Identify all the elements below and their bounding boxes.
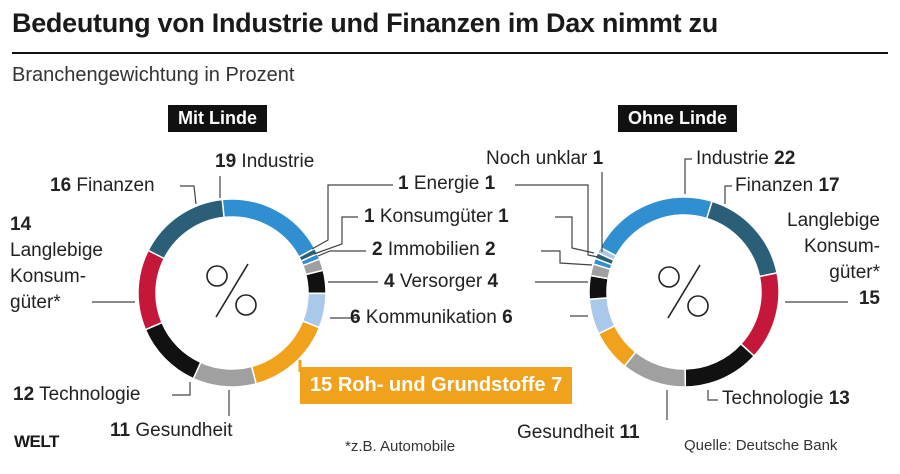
label-right-langlebige: Langlebige Konsum-güter* 15 xyxy=(787,210,880,309)
ohne-linde-slice-gesundheit xyxy=(623,350,687,388)
leader-line xyxy=(515,184,599,258)
chart-title: Bedeutung von Industrie und Finanzen im … xyxy=(12,8,718,38)
percent-icons xyxy=(206,263,709,319)
leader-line xyxy=(707,390,718,401)
mit-linde-slice-technologie xyxy=(144,321,202,380)
label-roh-grundstoffe: 15 Roh- und Grundstoffe 7 xyxy=(300,367,573,404)
label-versorger: 4 Versorger 4 xyxy=(384,271,499,292)
ohne-linde-slice-kommunikation xyxy=(588,297,616,335)
leader-line xyxy=(724,185,732,204)
leader-line xyxy=(172,382,191,396)
label-energie: 1 Energie 1 xyxy=(398,173,496,194)
ohne-linde-slice-versorger xyxy=(588,274,610,301)
percent-icon-left xyxy=(206,263,257,318)
leader-line xyxy=(317,250,366,257)
leader-line xyxy=(180,185,197,205)
ohne-linde-slice-langlebige-konsumgüter- xyxy=(739,272,780,358)
mit-linde-slice-versorger xyxy=(304,269,327,295)
leader-line xyxy=(555,216,595,254)
label-left-finanzen: 16 Finanzen xyxy=(50,175,155,196)
leader-line xyxy=(311,184,393,250)
tag-ohne-linde: Ohne Linde xyxy=(618,105,737,132)
label-right-gesundheit: Gesundheit 11 xyxy=(517,422,640,443)
label-immobilien: 2 Immobilien 2 xyxy=(372,239,496,260)
label-left-langlebige: 14 Langlebige Konsum-güter* xyxy=(10,214,103,313)
mit-linde-slice-langlebige-konsumgüter- xyxy=(137,249,166,331)
mit-linde-slice-industrie xyxy=(221,198,316,259)
footnote: *z.B. Automobile xyxy=(345,438,456,455)
ohne-linde-slice-industrie xyxy=(599,196,714,257)
leader-line xyxy=(313,216,358,255)
welt-logo: WELT xyxy=(14,432,59,451)
ohne-linde-slice-finanzen xyxy=(705,200,778,278)
label-left-technologie: 12 Technologie xyxy=(13,384,141,405)
title-rule xyxy=(12,52,888,54)
mit-linde-slice-finanzen xyxy=(147,198,225,260)
percent-icon-right xyxy=(658,264,709,319)
label-right-noch-unklar: Noch unklar 1 xyxy=(486,148,604,169)
source: Quelle: Deutsche Bank xyxy=(684,437,838,454)
label-left-gesundheit: 11 Gesundheit xyxy=(110,420,233,441)
ohne-linde-slice-roh-und-grundstoffe xyxy=(597,324,637,368)
label-right-finanzen: Finanzen 17 xyxy=(735,175,840,196)
ohne-linde-slice-technologie xyxy=(684,342,756,388)
label-left-industrie: 19 Industrie xyxy=(215,151,315,172)
leader-line xyxy=(541,250,593,266)
leader-lines xyxy=(92,158,848,420)
label-konsumgueter: 1 Konsumgüter 1 xyxy=(364,206,509,227)
label-right-industrie: Industrie 22 xyxy=(696,148,796,169)
leader-line xyxy=(684,158,692,194)
chart-subtitle: Branchengewichtung in Prozent xyxy=(12,64,295,86)
label-right-technologie: Technologie 13 xyxy=(722,388,850,409)
tag-mit-linde: Mit Linde xyxy=(168,105,267,132)
mit-linde-slice-gesundheit xyxy=(192,361,258,388)
label-kommunikation: 6 Kommunikation 6 xyxy=(350,307,513,328)
